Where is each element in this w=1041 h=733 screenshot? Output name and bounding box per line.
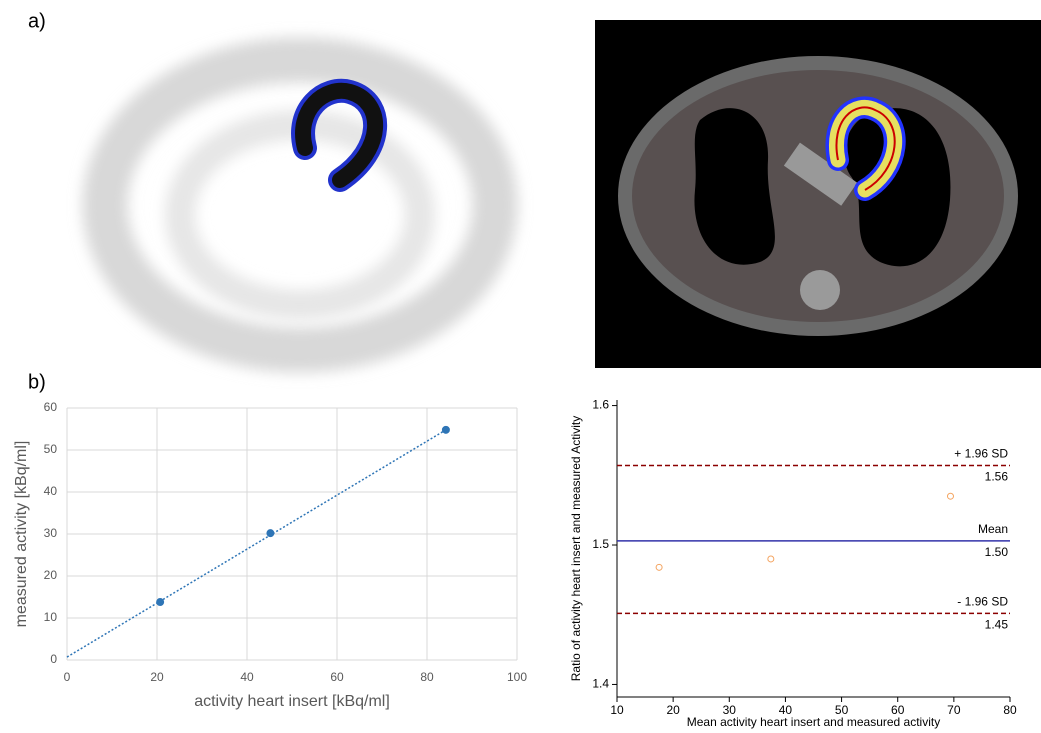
x-tick-label: 80 [420,670,434,684]
x-axis-title: activity heart insert [kBq/ml] [194,693,390,710]
x-tick-label: 80 [1003,703,1017,717]
reference-value: 1.50 [985,545,1009,559]
y-tick-label: 10 [44,610,58,624]
x-tick-label: 70 [947,703,961,717]
reference-label: Mean [978,522,1008,536]
x-tick-label: 10 [610,703,624,717]
x-tick-label: 20 [666,703,680,717]
y-tick-label: 1.5 [592,537,609,551]
x-tick-label: 40 [779,703,793,717]
x-tick-label: 50 [835,703,849,717]
reference-value: 1.45 [985,618,1009,632]
reference-value: 1.56 [985,470,1009,484]
y-tick-label: 50 [44,442,58,456]
x-tick-label: 20 [150,670,164,684]
data-point [156,598,165,607]
x-tick-label: 40 [240,670,254,684]
y-tick-label: 60 [44,400,58,414]
y-tick-label: 0 [50,652,57,666]
panel-label: b) [28,371,46,393]
x-tick-label: 100 [507,670,527,684]
data-point [767,555,775,563]
y-tick-label: 40 [44,484,58,498]
data-point [266,529,275,538]
y-tick-label: 30 [44,526,58,540]
data-point [946,492,954,500]
data-point [441,425,450,434]
y-tick-label: 1.6 [592,398,609,412]
y-axis-title: Ratio of activity heart insert and measu… [569,416,583,681]
trendline [66,429,447,658]
reference-label: + 1.96 SD [954,447,1008,461]
x-tick-label: 60 [891,703,905,717]
data-point [655,563,663,571]
pet-image [82,37,518,373]
panel-label: a) [28,10,46,32]
y-axis-title: measured activity [kBq/ml] [13,441,30,628]
x-tick-label: 0 [64,670,71,684]
reference-label: - 1.96 SD [957,595,1008,609]
x-tick-label: 30 [723,703,737,717]
y-tick-label: 1.4 [592,677,609,691]
x-tick-label: 60 [330,670,344,684]
y-tick-label: 20 [44,568,58,582]
x-axis-title: Mean activity heart insert and measured … [687,715,940,729]
ct-image [595,20,1041,368]
